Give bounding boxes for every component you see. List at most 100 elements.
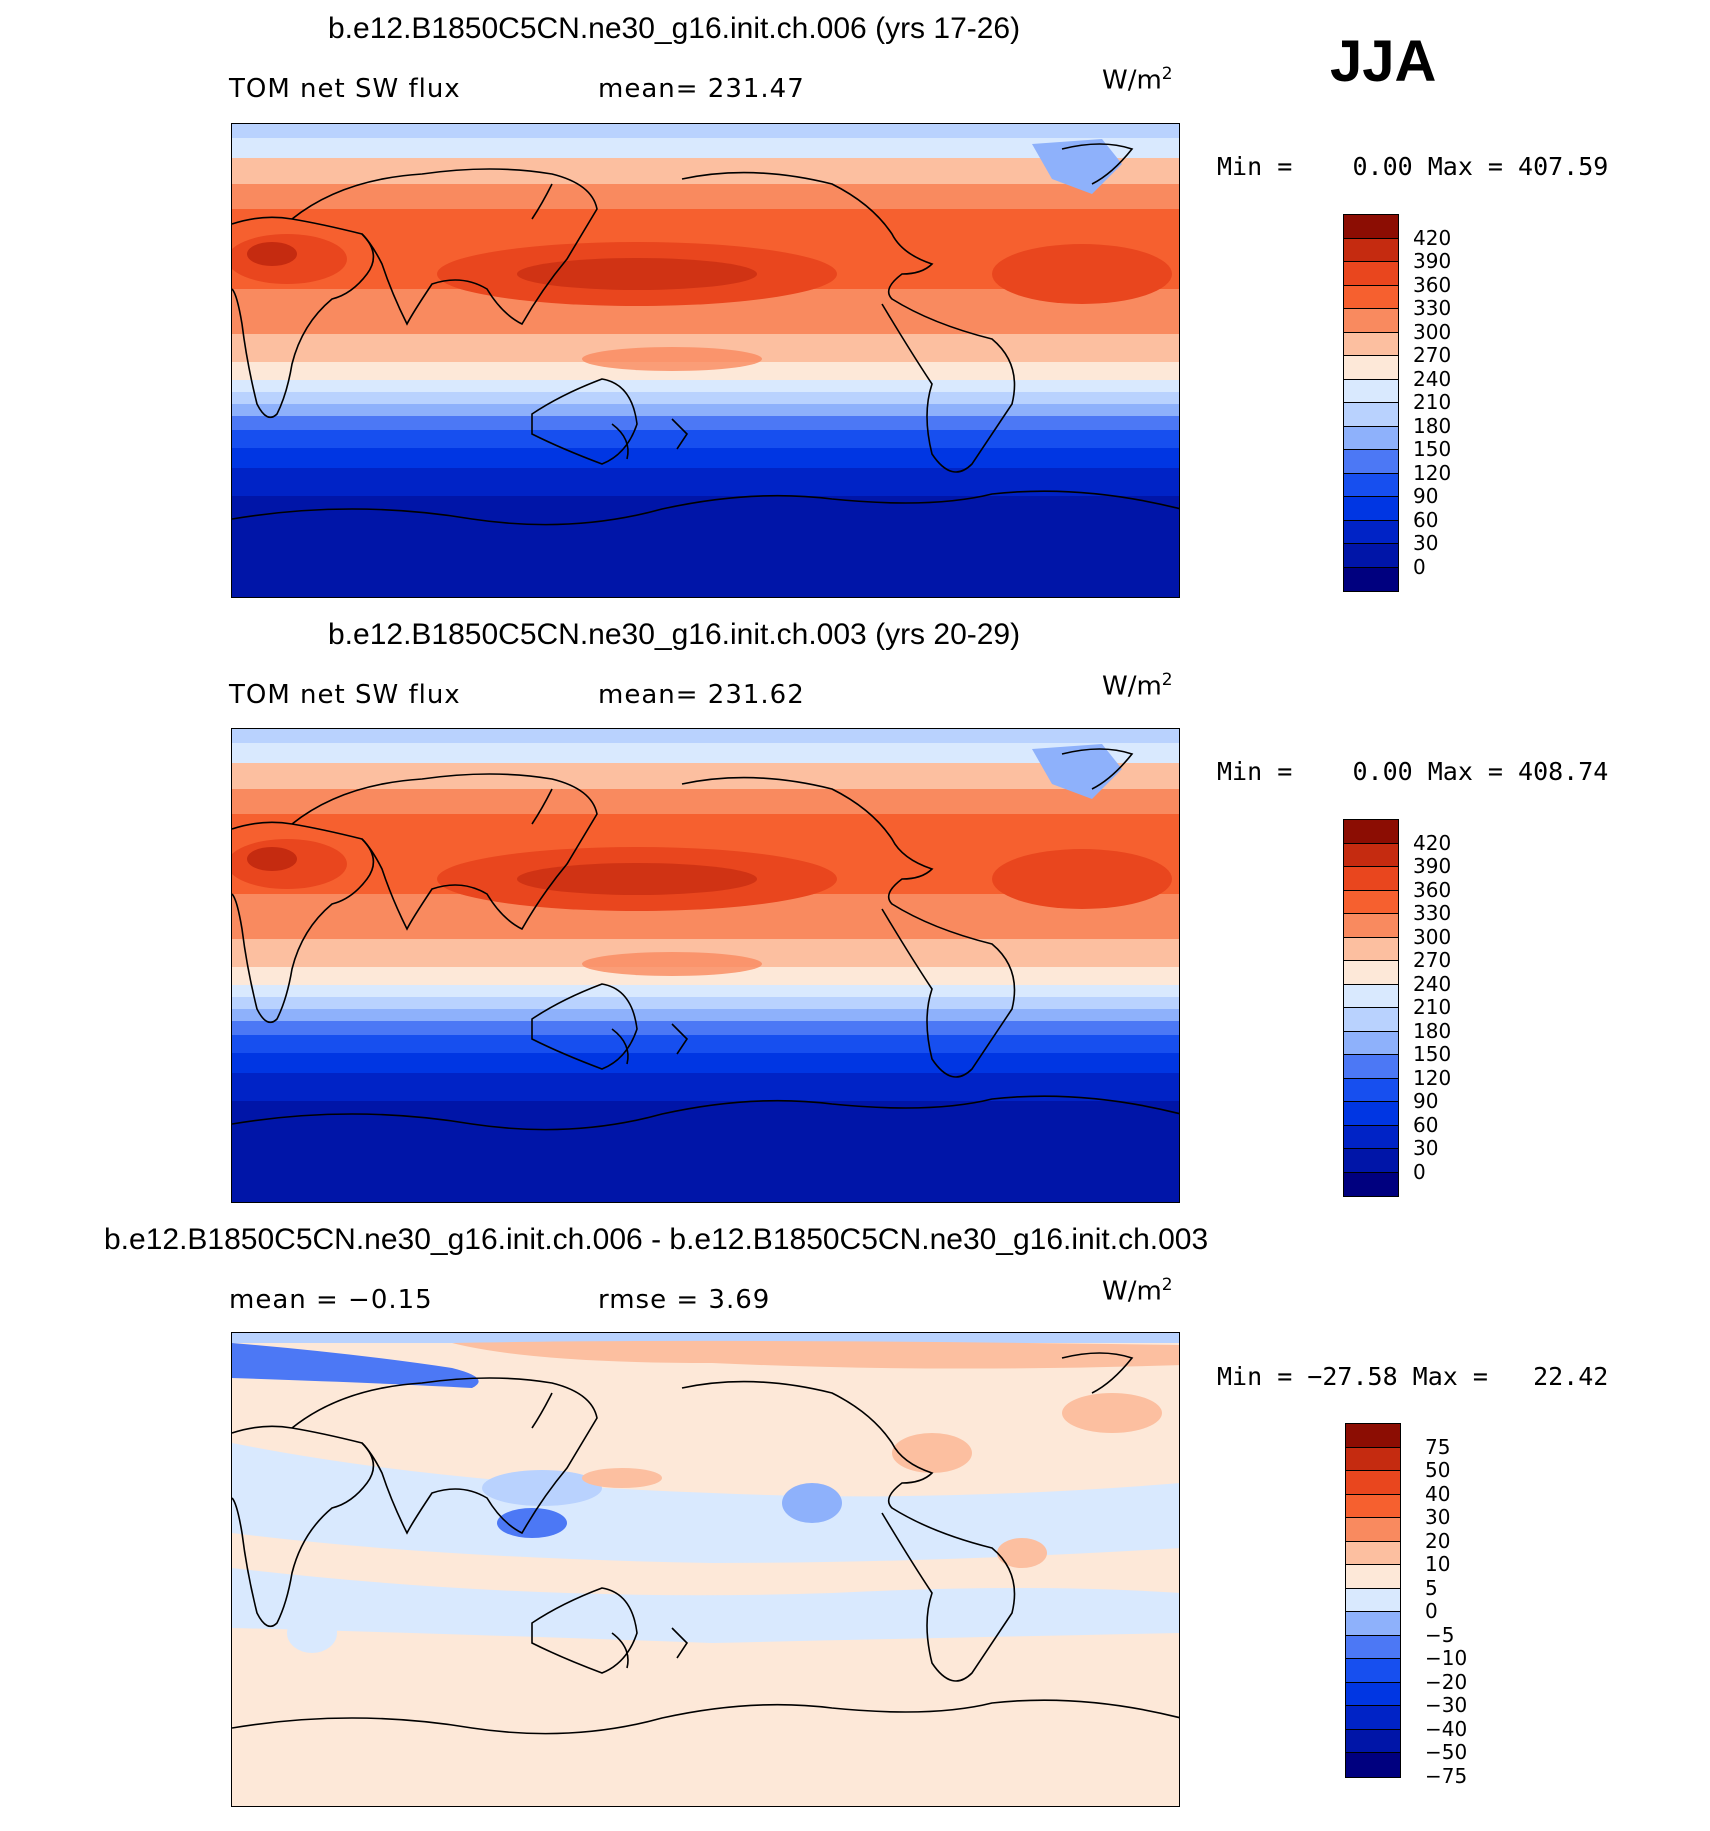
colorbar-swatch xyxy=(1346,1588,1400,1612)
colorbar-swatch xyxy=(1346,1565,1400,1589)
colorbar-tick-label: 210 xyxy=(1413,995,1452,1019)
colorbar-swatch xyxy=(1346,1659,1400,1683)
colorbar-swatch xyxy=(1346,1635,1400,1659)
colorbar-tick-label: 210 xyxy=(1413,390,1452,414)
colorbar-swatch xyxy=(1344,262,1398,286)
colorbar-tick-label: 420 xyxy=(1413,225,1452,250)
colorbar-swatch xyxy=(1344,843,1398,867)
colorbar-tick-label: 30 xyxy=(1413,1136,1439,1160)
colorbar xyxy=(1345,1423,1401,1778)
colorbar-swatch xyxy=(1344,1078,1398,1102)
colorbar-swatch xyxy=(1344,544,1398,568)
colorbar-tick-label: 0 xyxy=(1413,1159,1426,1184)
min-max-label: Min = 0.00 Max = 408.74 xyxy=(1217,757,1609,786)
colorbar-swatch xyxy=(1344,285,1398,309)
min-max-label: Min = 0.00 Max = 407.59 xyxy=(1217,152,1609,181)
colorbar-swatch xyxy=(1344,1008,1398,1032)
colorbar-swatch xyxy=(1344,450,1398,474)
colorbar-swatch xyxy=(1344,238,1398,262)
colorbar-tick-label: 240 xyxy=(1413,366,1452,391)
colorbar-tick-label: 390 xyxy=(1413,249,1452,273)
colorbar-tick-label: −30 xyxy=(1425,1693,1468,1717)
colorbar-swatch xyxy=(1344,984,1398,1008)
difference-field-map xyxy=(232,1333,1179,1806)
colorbar-tick-label: 240 xyxy=(1413,971,1452,996)
min-max-label: Min = −27.58 Max = 22.42 xyxy=(1217,1362,1609,1391)
colorbar-tick-label: 270 xyxy=(1413,948,1452,972)
colorbar-swatch xyxy=(1344,309,1398,333)
colorbar-swatch xyxy=(1346,1541,1400,1565)
units-label: W/m2 xyxy=(1102,670,1173,702)
colorbar-swatch xyxy=(1344,961,1398,985)
colorbar-tick-label: 40 xyxy=(1425,1481,1451,1506)
colorbar-swatch xyxy=(1344,332,1398,356)
colorbar-swatch xyxy=(1344,1031,1398,1055)
stat-label: rmse = 3.69 xyxy=(598,1285,771,1315)
colorbar-swatch xyxy=(1344,403,1398,427)
colorbar-tick-label: −75 xyxy=(1425,1763,1468,1788)
season-label: JJA xyxy=(1330,29,1437,94)
colorbar-tick-label: 360 xyxy=(1413,877,1452,902)
colorbar-tick-label: 90 xyxy=(1413,1089,1439,1113)
colorbar-swatch xyxy=(1344,1102,1398,1126)
variable-label: mean = −0.15 xyxy=(229,1285,433,1315)
colorbar-swatch xyxy=(1344,356,1398,380)
stat-label: mean= 231.47 xyxy=(598,74,805,104)
colorbar-swatch xyxy=(1344,497,1398,521)
colorbar-tick-label: 0 xyxy=(1425,1599,1438,1623)
colorbar-swatch xyxy=(1344,1172,1398,1196)
colorbar-tick-label: 180 xyxy=(1413,413,1452,438)
panel-title: b.e12.B1850C5CN.ne30_g16.init.ch.003 (yr… xyxy=(328,618,1021,651)
colorbar-tick-label: 120 xyxy=(1413,1065,1452,1090)
colorbar-swatch xyxy=(1344,426,1398,450)
colorbar-swatch xyxy=(1346,1706,1400,1730)
colorbar-tick-label: 10 xyxy=(1425,1552,1451,1576)
colorbar-tick-label: 360 xyxy=(1413,272,1452,297)
units-label: W/m2 xyxy=(1102,64,1173,96)
colorbar-tick-label: −40 xyxy=(1425,1716,1468,1741)
colorbar-swatch xyxy=(1344,520,1398,544)
colorbar-swatch xyxy=(1344,890,1398,914)
colorbar-tick-label: −5 xyxy=(1425,1622,1455,1647)
colorbar-swatch xyxy=(1346,1753,1400,1777)
colorbar-tick-label: 75 xyxy=(1425,1434,1451,1459)
colorbar-swatch xyxy=(1344,937,1398,961)
colorbar-tick-label: 330 xyxy=(1413,901,1452,925)
colorbar-tick-label: 300 xyxy=(1413,924,1452,949)
colorbar-tick-label: 90 xyxy=(1413,484,1439,508)
variable-label: TOM net SW flux xyxy=(229,74,461,104)
colorbar-tick-label: 150 xyxy=(1413,1042,1452,1066)
colorbar-tick-label: 300 xyxy=(1413,319,1452,344)
abs-field-map-2 xyxy=(232,729,1179,1202)
colorbar-tick-label: 120 xyxy=(1413,460,1452,485)
map-plot xyxy=(231,728,1180,1203)
panel-title: b.e12.B1850C5CN.ne30_g16.init.ch.006 (yr… xyxy=(328,12,1021,45)
colorbar-tick-label: 20 xyxy=(1425,1528,1451,1553)
colorbar xyxy=(1343,819,1399,1197)
colorbar-tick-label: 60 xyxy=(1413,507,1439,532)
colorbar-swatch xyxy=(1344,215,1398,239)
map-plot xyxy=(231,123,1180,598)
colorbar-tick-label: 330 xyxy=(1413,296,1452,320)
colorbar-swatch xyxy=(1346,1494,1400,1518)
colorbar-tick-label: −10 xyxy=(1425,1646,1468,1670)
colorbar-tick-label: 150 xyxy=(1413,437,1452,461)
colorbar xyxy=(1343,214,1399,592)
colorbar-tick-label: 30 xyxy=(1413,531,1439,555)
colorbar-swatch xyxy=(1346,1729,1400,1753)
colorbar-tick-label: −50 xyxy=(1425,1740,1468,1764)
abs-field-map-1 xyxy=(232,124,1179,597)
colorbar-swatch xyxy=(1344,867,1398,891)
panel-title: b.e12.B1850C5CN.ne30_g16.init.ch.006 - b… xyxy=(104,1223,1209,1256)
variable-label: TOM net SW flux xyxy=(229,680,461,710)
colorbar-tick-label: 0 xyxy=(1413,554,1426,579)
colorbar-tick-label: 60 xyxy=(1413,1112,1439,1137)
colorbar-swatch xyxy=(1344,1125,1398,1149)
colorbar-tick-label: 270 xyxy=(1413,343,1452,367)
colorbar-swatch xyxy=(1346,1518,1400,1542)
colorbar-swatch xyxy=(1344,914,1398,938)
colorbar-tick-label: 180 xyxy=(1413,1018,1452,1043)
colorbar-swatch xyxy=(1344,820,1398,844)
colorbar-swatch xyxy=(1346,1612,1400,1636)
units-label: W/m2 xyxy=(1102,1275,1173,1307)
